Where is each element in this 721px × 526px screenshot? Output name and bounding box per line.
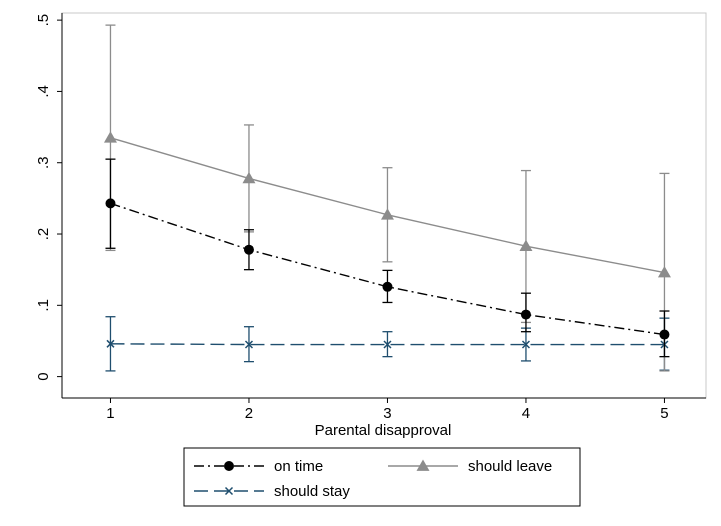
legend-label: should stay	[274, 483, 350, 500]
x-tick-label: 4	[522, 405, 530, 422]
point-should-stay	[383, 340, 392, 349]
series-line-should-stay	[110, 343, 665, 346]
point-on-time	[382, 281, 393, 292]
legend-swatch-marker	[224, 486, 234, 496]
point-should-stay-stroke	[244, 340, 253, 349]
x-tick-label: 1	[106, 405, 114, 422]
legend-swatch-marker-stroke	[224, 486, 234, 496]
y-tick-label: .2	[35, 228, 52, 241]
x-axis-title: Parental disapproval	[315, 422, 452, 439]
series-on-time	[105, 158, 670, 358]
x-tick-label: 2	[245, 405, 253, 422]
point-should-leave	[657, 266, 671, 278]
point-should-stay	[244, 340, 253, 349]
point-should-stay-stroke	[106, 339, 115, 348]
point-should-leave	[103, 131, 117, 143]
point-on-time	[520, 309, 531, 320]
plot-frame	[61, 12, 707, 399]
legend-label: should leave	[468, 458, 552, 475]
y-tick-label: .4	[35, 85, 52, 98]
point-on-time	[105, 198, 116, 209]
point-should-stay	[521, 340, 530, 349]
legend-item-on-time: on time	[194, 458, 323, 475]
legend-swatch-marker	[416, 459, 430, 471]
point-on-time	[659, 329, 670, 340]
y-tick-label: .1	[35, 299, 52, 312]
point-should-leave	[380, 208, 394, 220]
x-tick-label: 3	[383, 405, 391, 422]
legend-item-should-stay: should stay	[194, 483, 350, 500]
point-on-time	[243, 244, 254, 255]
legend-item-should-leave: should leave	[388, 458, 552, 475]
legend-swatch-marker	[224, 461, 234, 471]
y-tick-label: 0	[35, 372, 52, 380]
legend-label: on time	[274, 458, 323, 475]
y-tick-label: .5	[35, 14, 52, 27]
point-should-stay	[106, 339, 115, 348]
point-should-stay-stroke	[383, 340, 392, 349]
point-should-leave	[519, 239, 533, 252]
x-tick-label: 5	[660, 405, 668, 422]
point-should-leave	[242, 171, 256, 184]
point-should-stay-stroke	[521, 340, 530, 349]
legend-box	[183, 447, 581, 507]
legend: on time should leave should stay	[183, 447, 581, 507]
y-tick-label: .3	[35, 156, 52, 169]
